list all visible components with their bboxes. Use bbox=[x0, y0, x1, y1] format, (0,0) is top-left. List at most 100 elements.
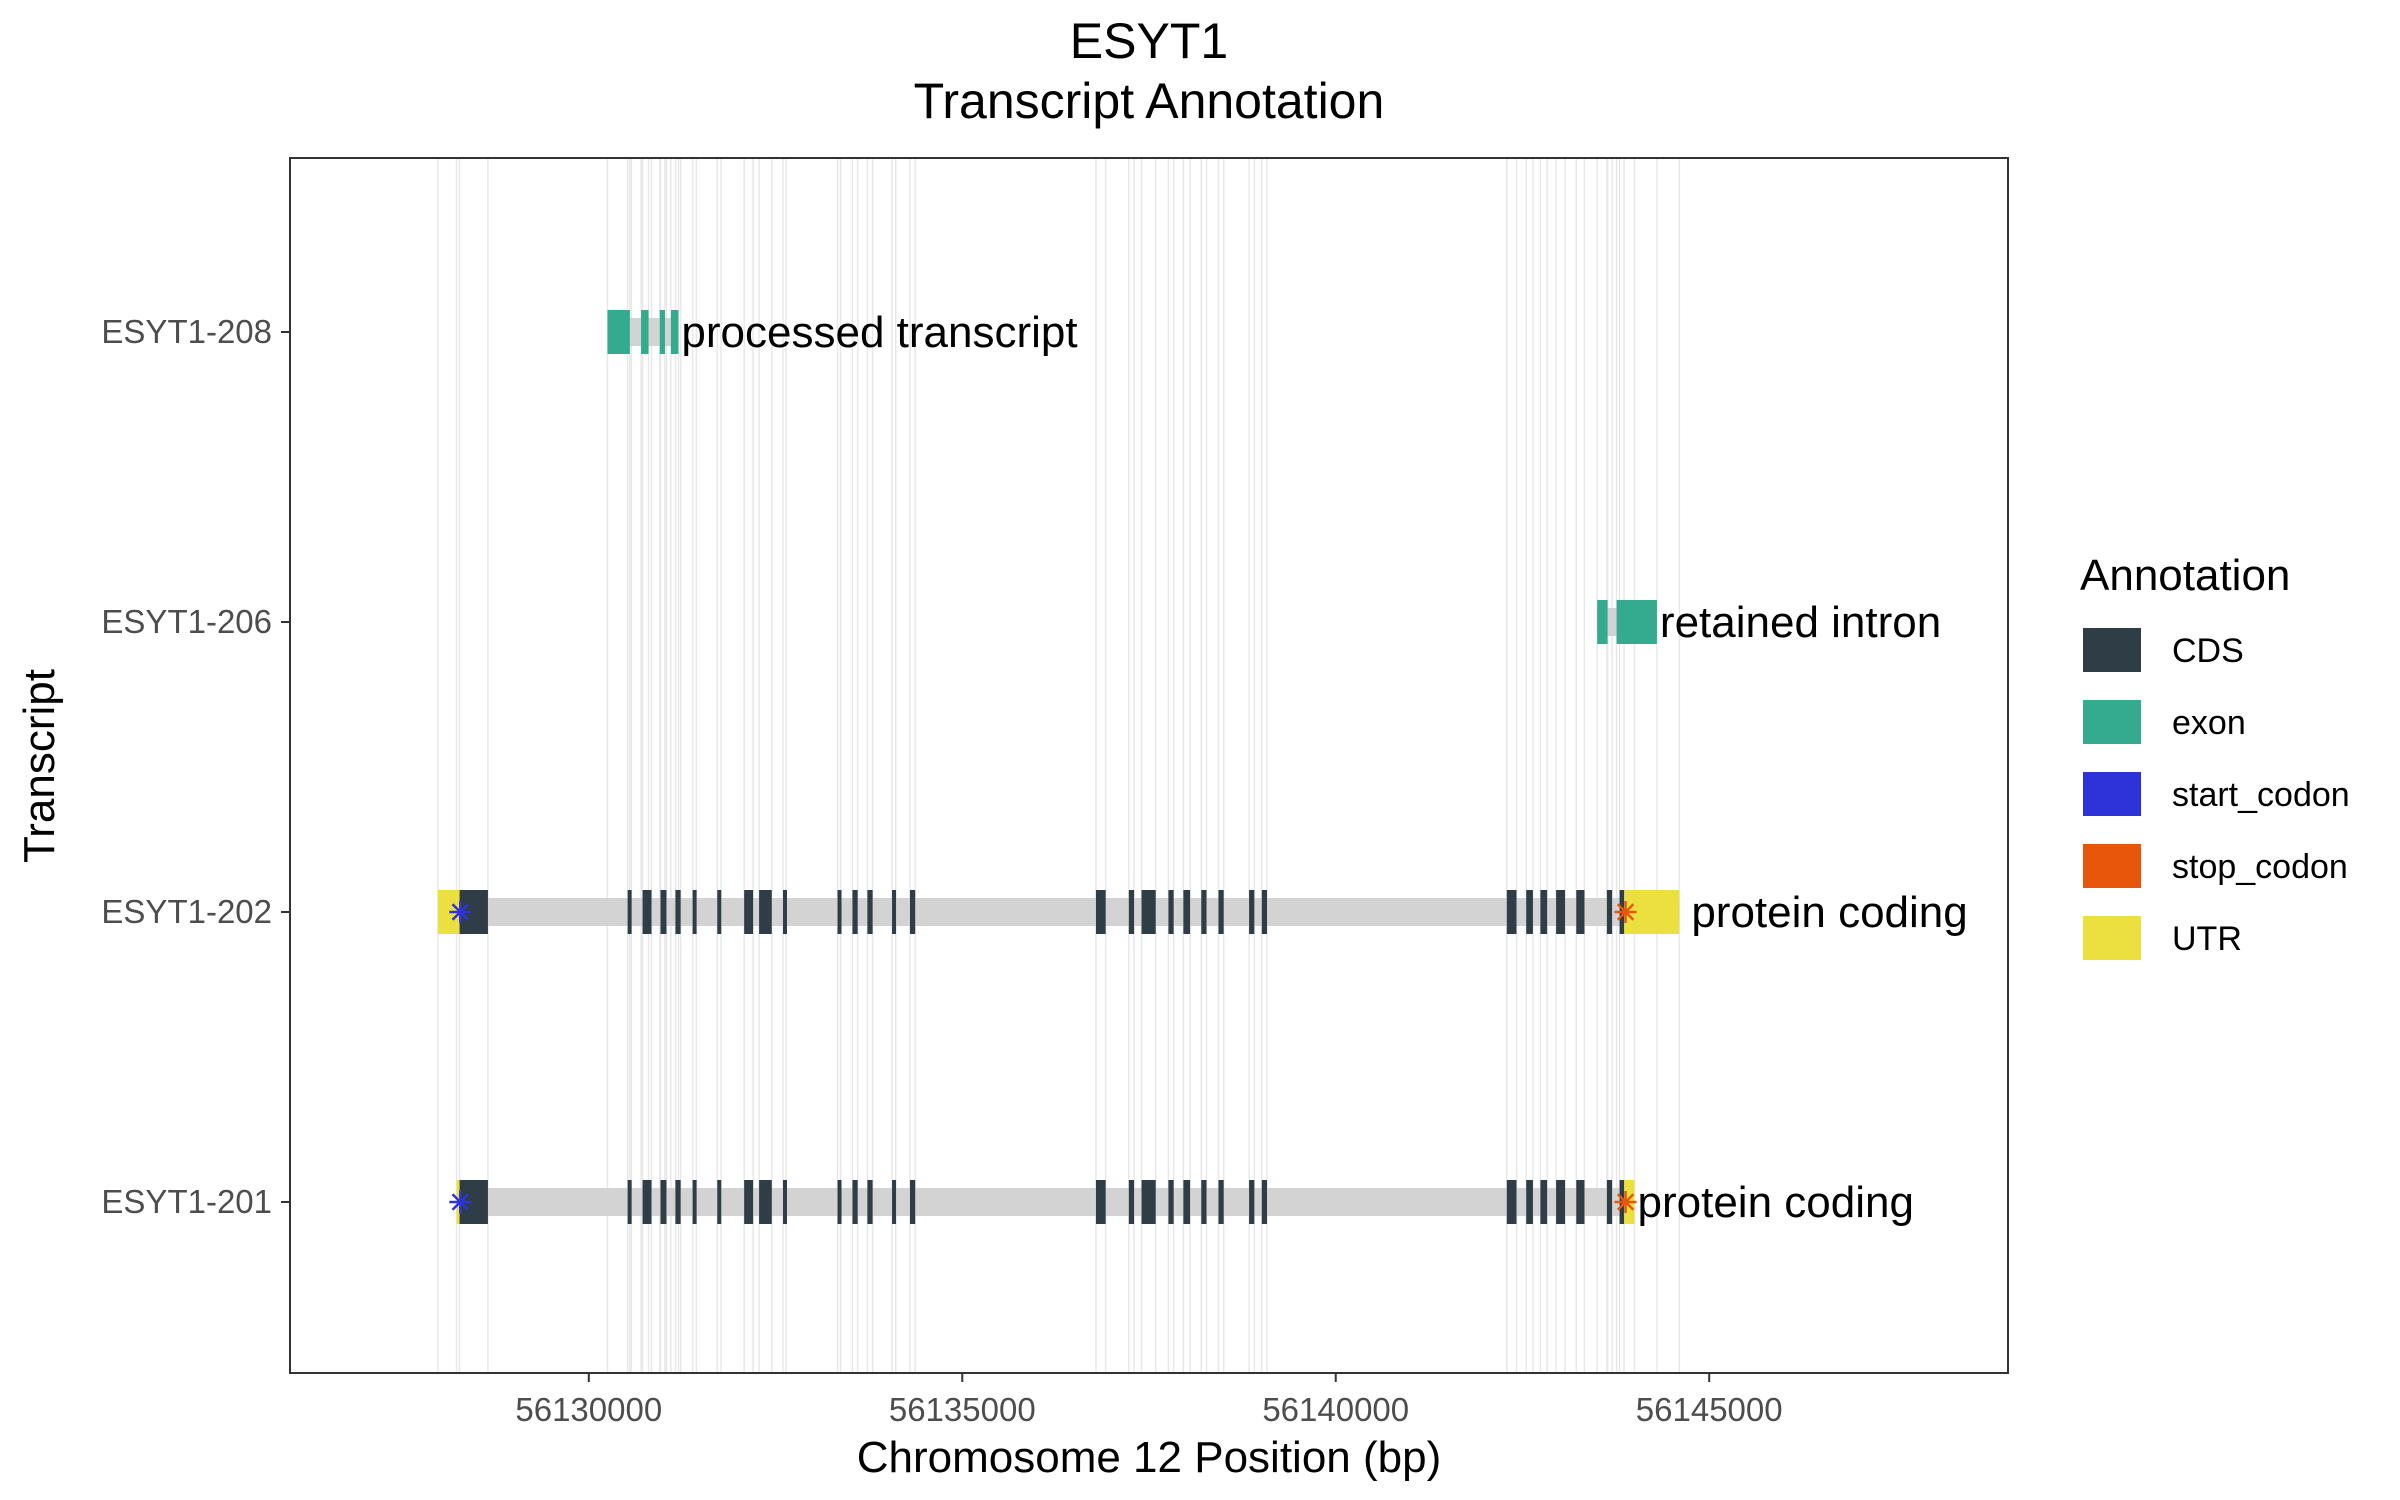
cds-block bbox=[1168, 1180, 1174, 1224]
cds-block bbox=[1526, 890, 1533, 934]
utr-block bbox=[437, 890, 460, 934]
cds-block bbox=[1540, 1180, 1548, 1224]
cds-block bbox=[1128, 890, 1135, 934]
legend-swatch-start-codon bbox=[2083, 772, 2141, 816]
cds-block bbox=[692, 1180, 697, 1224]
cds-block bbox=[744, 1180, 754, 1224]
legend: Annotation CDS exon start_codon stop_codon U… bbox=[2080, 551, 2350, 960]
stop-codon-marker bbox=[1614, 1191, 1637, 1213]
y-tick-label: ESYT1-206 bbox=[101, 603, 272, 640]
stop-codon-marker bbox=[1614, 901, 1637, 923]
cds-block bbox=[892, 1180, 897, 1224]
cds-block bbox=[1095, 1180, 1106, 1224]
intron-line bbox=[437, 898, 1680, 926]
transcript-tracks: processed transcript retained intron prote… bbox=[437, 308, 1968, 1227]
cds-block bbox=[759, 1180, 772, 1224]
cds-block bbox=[675, 890, 681, 934]
legend-swatch-stop-codon bbox=[2083, 844, 2141, 888]
cds-block bbox=[1576, 890, 1585, 934]
exon-block bbox=[659, 310, 665, 354]
cds-block bbox=[1606, 1180, 1613, 1224]
chart-title-line-1: ESYT1 bbox=[1070, 13, 1228, 69]
cds-block bbox=[1095, 890, 1106, 934]
cds-block bbox=[660, 890, 667, 934]
transcript-biotype-label: protein coding bbox=[1691, 888, 1967, 937]
x-tick-label: 56130000 bbox=[515, 1391, 662, 1428]
start-codon-marker bbox=[449, 1191, 472, 1213]
cds-block bbox=[642, 1180, 652, 1224]
cds-block bbox=[692, 890, 697, 934]
cds-block bbox=[1556, 890, 1566, 934]
start-codon-marker bbox=[449, 901, 472, 923]
cds-block bbox=[852, 1180, 858, 1224]
cds-block bbox=[1606, 890, 1613, 934]
cds-block bbox=[1183, 1180, 1191, 1224]
grid-lines bbox=[437, 158, 1681, 1373]
cds-block bbox=[1201, 890, 1207, 934]
chart-title-line-2: Transcript Annotation bbox=[914, 73, 1385, 129]
transcript-track: protein coding bbox=[437, 888, 1968, 937]
cds-block bbox=[1128, 1180, 1135, 1224]
legend-label-CDS: CDS bbox=[2172, 632, 2244, 670]
cds-block bbox=[1218, 1180, 1224, 1224]
legend-swatch-UTR bbox=[2083, 916, 2141, 960]
cds-block bbox=[837, 1180, 842, 1224]
exon-block bbox=[607, 310, 630, 354]
x-axis-title: Chromosome 12 Position (bp) bbox=[857, 1433, 1441, 1482]
cds-block bbox=[1506, 1180, 1517, 1224]
exon-block bbox=[1597, 600, 1608, 644]
cds-block bbox=[909, 890, 916, 934]
cds-block bbox=[759, 890, 772, 934]
cds-block bbox=[660, 1180, 667, 1224]
cds-block bbox=[1249, 890, 1255, 934]
cds-block bbox=[892, 890, 897, 934]
cds-block bbox=[1576, 1180, 1585, 1224]
y-tick-label: ESYT1-202 bbox=[101, 893, 272, 930]
transcript-biotype-label: processed transcript bbox=[681, 308, 1077, 357]
x-tick-label: 56140000 bbox=[1262, 1391, 1409, 1428]
cds-block bbox=[717, 890, 722, 934]
cds-block bbox=[1141, 1180, 1156, 1224]
cds-block bbox=[1201, 1180, 1207, 1224]
cds-block bbox=[909, 1180, 916, 1224]
cds-block bbox=[1556, 1180, 1566, 1224]
transcript-biotype-label: protein coding bbox=[1638, 1178, 1914, 1227]
cds-block bbox=[642, 890, 652, 934]
transcript-track: retained intron bbox=[1597, 598, 1941, 647]
cds-block bbox=[1506, 890, 1517, 934]
cds-block bbox=[867, 890, 873, 934]
cds-block bbox=[782, 890, 787, 934]
transcript-track: protein coding bbox=[449, 1178, 1914, 1227]
legend-swatch-CDS bbox=[2083, 628, 2141, 672]
legend-swatch-exon bbox=[2083, 700, 2141, 744]
cds-block bbox=[867, 1180, 873, 1224]
y-tick-label: ESYT1-201 bbox=[101, 1183, 272, 1220]
axes: ESYT1-208 ESYT1-206 ESYT1-202 ESYT1-201 5613… bbox=[101, 313, 1782, 1428]
y-axis-title: Transcript bbox=[15, 669, 64, 863]
legend-title: Annotation bbox=[2080, 551, 2290, 600]
legend-label-exon: exon bbox=[2172, 704, 2246, 742]
legend-label-start-codon: start_codon bbox=[2172, 776, 2350, 814]
cds-block bbox=[744, 890, 754, 934]
cds-block bbox=[1218, 890, 1224, 934]
intron-line bbox=[456, 1188, 1635, 1216]
cds-block bbox=[627, 890, 632, 934]
cds-block bbox=[1168, 890, 1174, 934]
cds-block bbox=[1540, 890, 1548, 934]
cds-block bbox=[837, 890, 842, 934]
transcript-track: processed transcript bbox=[607, 308, 1078, 357]
cds-block bbox=[1526, 1180, 1533, 1224]
legend-label-stop-codon: stop_codon bbox=[2172, 848, 2348, 886]
cds-block bbox=[852, 890, 858, 934]
cds-block bbox=[1261, 1180, 1268, 1224]
plot-panel-border bbox=[289, 157, 2009, 1374]
cds-block bbox=[1183, 890, 1191, 934]
cds-block bbox=[1249, 1180, 1255, 1224]
cds-block bbox=[675, 1180, 681, 1224]
x-tick-label: 56135000 bbox=[889, 1391, 1036, 1428]
transcript-biotype-label: retained intron bbox=[1660, 598, 1941, 647]
cds-block bbox=[717, 1180, 722, 1224]
cds-block bbox=[1141, 890, 1156, 934]
cds-block bbox=[627, 1180, 632, 1224]
